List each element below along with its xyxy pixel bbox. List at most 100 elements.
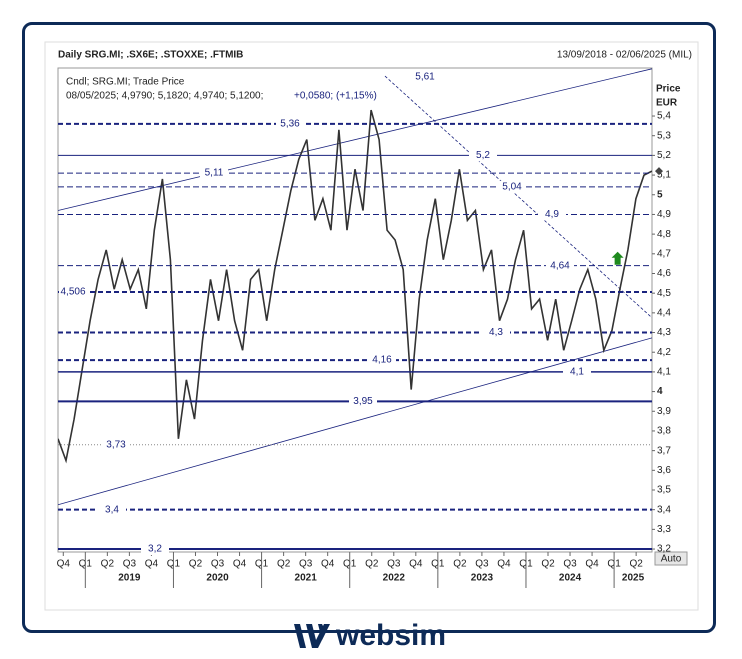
- last-price-marker: [655, 167, 663, 176]
- level-label-bg: [538, 208, 566, 221]
- x-tick-label: Q2: [365, 559, 379, 570]
- brand-logo: [294, 624, 330, 648]
- brand: websim: [335, 619, 446, 652]
- level-label: 5,36: [280, 119, 300, 130]
- year-label: 2025: [622, 573, 645, 584]
- y-tick-label: 4,4: [657, 307, 671, 318]
- frame: [22, 22, 716, 633]
- y-tick-label: 5,2: [657, 150, 671, 161]
- auto-button[interactable]: [654, 551, 688, 566]
- x-tick-label: Q4: [497, 559, 511, 570]
- date-range: 13/09/2018 - 02/06/2025 (MIL): [557, 50, 692, 61]
- x-tick-label: Q4: [57, 559, 71, 570]
- x-tick-label: Q4: [233, 559, 247, 570]
- axis-title: Price: [656, 84, 681, 95]
- level-label: 3,2: [148, 544, 162, 555]
- x-tick-label: Q4: [409, 559, 423, 570]
- x-tick-label: Q2: [277, 559, 291, 570]
- chart-title: Daily SRG.MI; .SX6E; .STOXXE; .FTMIB: [58, 50, 243, 61]
- x-tick-label: Q2: [629, 559, 643, 570]
- year-label: 2019: [118, 573, 141, 584]
- x-tick-label: Q3: [475, 559, 489, 570]
- info-change: +0,0580; (+1,15%): [294, 91, 377, 102]
- signal-arrow: [611, 251, 624, 265]
- y-tick-label: 3,5: [657, 485, 671, 496]
- brand-mark: [294, 624, 326, 648]
- level-label: 5,04: [502, 182, 522, 193]
- x-tick-label: Q3: [123, 559, 137, 570]
- y-tick-label: 3,6: [657, 465, 671, 476]
- y-tick-label: 4,5: [657, 288, 671, 299]
- x-tick-label: Q2: [101, 559, 115, 570]
- level-label: 4,3: [489, 327, 503, 338]
- plot-frame: [57, 67, 653, 553]
- level-label-bg: [141, 543, 169, 556]
- y-tick-label: 4,7: [657, 248, 671, 259]
- y-tick-label: 4,2: [657, 347, 671, 358]
- level-label-bg: [59, 285, 87, 298]
- level-label: 4,16: [372, 355, 392, 366]
- y-tick-label: 5,1: [657, 170, 671, 181]
- panel: [44, 41, 699, 611]
- x-tick-label: Q2: [541, 559, 555, 570]
- level-label-bg: [563, 365, 591, 378]
- y-tick-label: 5: [657, 189, 663, 200]
- x-tick-label: Q3: [563, 559, 577, 570]
- level-label: 4,1: [570, 367, 584, 378]
- y-tick-label: 3,7: [657, 445, 671, 456]
- level-label: 5,11: [205, 168, 224, 179]
- y-tick-label: 4,8: [657, 229, 671, 240]
- year-label: 2024: [559, 573, 582, 584]
- info-line: Cndl; SRG.MI; Trade Price: [66, 77, 185, 88]
- axis-unit: EUR: [656, 98, 678, 109]
- y-tick-label: 4,3: [657, 327, 671, 338]
- level-label-bg: [349, 395, 377, 408]
- level-label-bg: [98, 503, 126, 516]
- brand-mark: [312, 624, 330, 648]
- year-label: 2021: [295, 573, 318, 584]
- y-tick-label: 3,2: [657, 544, 671, 555]
- x-tick-label: Q2: [189, 559, 203, 570]
- x-tick-label: Q4: [321, 559, 335, 570]
- level-label-bg: [469, 149, 497, 162]
- level-label: 3,73: [106, 439, 126, 450]
- trendline: [58, 337, 652, 506]
- year-label: 2020: [206, 573, 229, 584]
- y-tick-label: 4,6: [657, 268, 671, 279]
- y-tick-label: 3,4: [657, 504, 671, 515]
- y-tick-label: 4,1: [657, 367, 671, 378]
- level-label: 4,64: [550, 260, 570, 271]
- auto-label[interactable]: Auto: [661, 554, 682, 565]
- year-label: 2023: [471, 573, 494, 584]
- level-label: 4,9: [545, 209, 559, 220]
- x-tick-label: Q2: [453, 559, 467, 570]
- level-label-bg: [200, 167, 228, 180]
- info-ohlc: 08/05/2025; 4,9790; 5,1820; 4,9740; 5,12…: [66, 91, 263, 102]
- x-tick-label: Q3: [387, 559, 401, 570]
- x-tick-label: Q3: [211, 559, 225, 570]
- level-label-bg: [276, 117, 304, 130]
- y-tick-label: 5,4: [657, 111, 671, 122]
- x-tick-label: Q4: [145, 559, 159, 570]
- level-label-bg: [368, 354, 396, 367]
- y-tick-label: 3,8: [657, 426, 671, 437]
- level-label: 5,2: [476, 150, 490, 161]
- level-label: 5,61: [415, 71, 435, 82]
- y-tick-label: 3,9: [657, 406, 671, 417]
- level-label: 3,4: [105, 504, 119, 515]
- x-tick-label: Q4: [585, 559, 599, 570]
- x-tick-label: Q3: [299, 559, 313, 570]
- level-label-bg: [498, 180, 526, 193]
- year-label: 2022: [383, 573, 406, 584]
- y-tick-label: 3,3: [657, 524, 671, 535]
- price-line: [58, 109, 652, 464]
- trendline: [384, 75, 652, 319]
- y-tick-label: 5,3: [657, 130, 671, 141]
- level-label-bg: [546, 259, 574, 272]
- level-label: 3,95: [353, 396, 373, 407]
- level-label: 4,506: [60, 287, 85, 298]
- y-tick-label: 4: [657, 386, 663, 397]
- level-label-bg: [102, 438, 130, 451]
